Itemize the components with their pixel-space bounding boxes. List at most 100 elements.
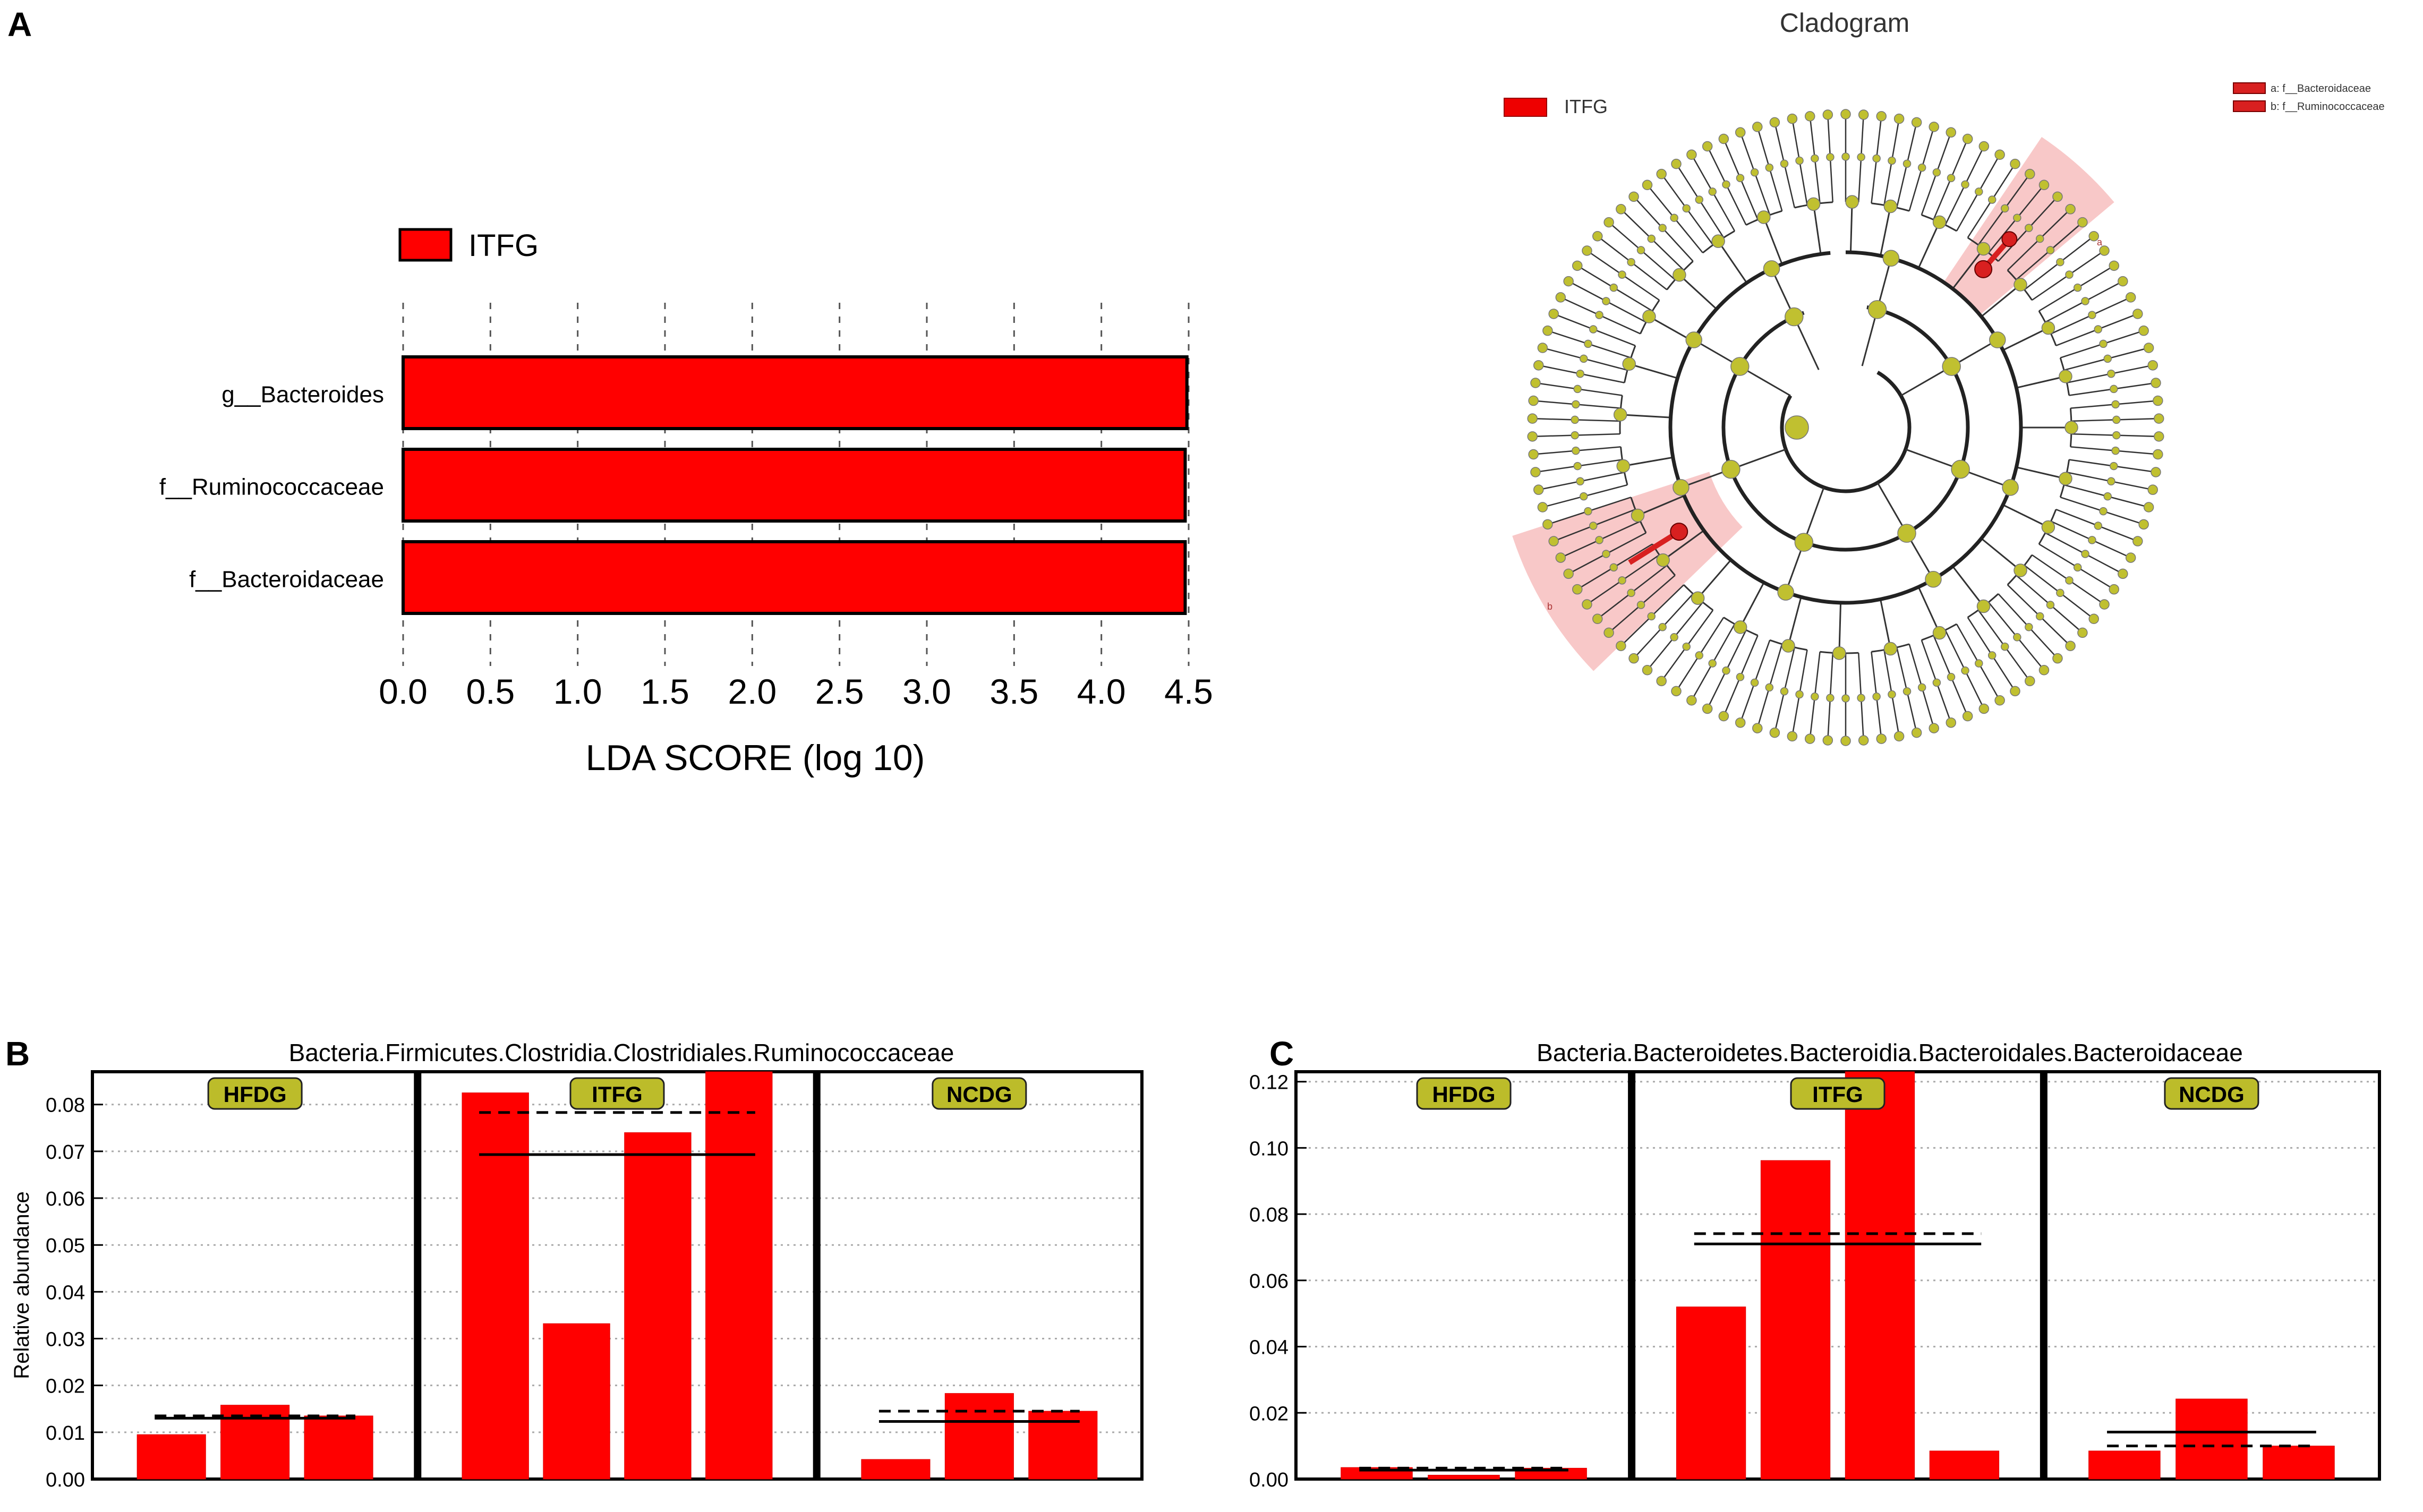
cladogram-node [1584,339,1592,348]
cladogram-node [2112,431,2121,440]
cladogram-node [1736,673,1745,681]
abundance-ytick-label: 0.00 [1249,1469,1289,1491]
cladogram-leaf-node [1642,664,1653,676]
lda-tick-label: 0.0 [379,672,428,711]
cladogram-node [2013,633,2021,642]
cladogram-node [1673,479,1690,496]
abundance-bar [1929,1450,2000,1480]
cladogram-leaf-node [2153,395,2163,406]
cladogram-leaf-node [2088,230,2099,242]
cladogram-node [1580,492,1588,501]
cladogram-node [1806,197,1821,211]
cladogram-node [1658,224,1667,233]
cladogram-node [1618,270,1626,279]
abundance-group-badge [569,1077,665,1110]
cladogram-leaf-node [2038,664,2050,676]
abundance-group-label: ITFG [592,1082,643,1107]
cladogram-node [1685,331,1702,348]
lda-tick-label: 2.5 [815,672,864,711]
cladogram-node [2046,246,2055,254]
abundance-ytick-label: 0.02 [46,1376,85,1398]
cladogram-leaf-node [2138,519,2149,530]
cladogram-node [2041,321,2055,335]
cladogram-node [2025,224,2033,233]
cladogram-node [1932,168,1941,177]
cladogram-branch [2016,466,2066,480]
cladogram-node [1888,690,1896,699]
cladogram-leaf-node [1542,325,1553,336]
lda-tick-label: 2.0 [728,672,777,711]
cladogram-branch [1952,248,1984,289]
abundance-bar [1760,1160,1831,1480]
cladogram-node [1642,310,1656,323]
cladogram-node [2056,588,2064,597]
cladogram-leaf-node [1548,536,1559,546]
cladogram-leaf-node [1616,204,1626,215]
cladogram-leaf-node [1718,133,1729,144]
cladogram-node [1695,195,1704,204]
cladogram-node [1682,204,1691,213]
cladogram-leaf-node [1537,502,1548,512]
cladogram-node [1722,666,1730,675]
cladogram-node [1572,400,1580,409]
cladogram-node [1947,673,1956,681]
cladogram-node [2059,369,2072,383]
cladogram-node [1975,187,1983,196]
lda-legend-swatch [398,228,453,262]
cladogram-leaf-node [2077,627,2088,638]
cladogram-key-a: a: f__Bacteroidaceae [2271,83,2371,95]
cladogram-branch [1649,315,1694,343]
cladogram-node [2002,479,2019,496]
cladogram-leaf-node [1929,723,1939,733]
cladogram-node [1795,156,1804,165]
cladogram-node [1636,246,1645,254]
abundance-bar [2175,1398,2248,1480]
cladogram-leaf-node [1656,168,1667,180]
cladogram-node [2041,520,2055,534]
cladogram-leaf-node [1572,584,1583,595]
cladogram-leaf-node [2010,686,2020,697]
cladogram-highlight-branch-b [1628,529,1680,565]
cladogram-branch [2002,504,2049,528]
cladogram-node [2056,258,2064,267]
cladogram-branch [1717,241,1747,284]
cladogram-leaf-node [1978,141,1990,152]
abundance-ytick-label: 0.10 [1249,1138,1289,1160]
cladogram-leaf-node [1628,653,1639,664]
cladogram-node [2107,369,2115,378]
cladogram-node [1925,571,1942,588]
cladogram-node [2065,270,2074,279]
cladogram-node [2035,234,2044,243]
cladogram-branch [1981,537,2021,571]
abundance-bar [2088,1450,2161,1480]
cladogram-node [1785,307,1804,327]
cladogram-leaf-node [1946,127,1957,138]
cladogram-leaf-node [2025,676,2035,687]
cladogram-node [2110,385,2118,394]
abundance-bar [705,1071,773,1480]
cladogram-leaf-node [2151,467,2161,477]
cladogram-node [1636,601,1645,609]
cladogram-leaf-node [2099,599,2110,610]
cladogram-node [2111,400,2120,409]
cladogram-leaf-node [1840,109,1851,119]
cladogram-node [1781,639,1795,653]
cladogram-node [2073,283,2082,292]
cladogram-node [1730,357,1750,376]
cladogram-branch [1917,586,1940,634]
lda-tick-label: 3.5 [989,672,1038,711]
cladogram-node [1888,156,1896,165]
cladogram-leaf-node [1642,180,1653,191]
cladogram-leaf-node [1563,276,1574,287]
cladogram-leaf-node [2132,309,2143,319]
abundance-group-badge [207,1077,303,1110]
cladogram-node [1584,507,1592,516]
abundance-ytick-label: 0.06 [46,1188,85,1210]
cladogram-node [1736,174,1745,182]
cladogram-node [1658,622,1667,631]
cladogram-node [2001,204,2009,213]
cladogram-leaf-node [1702,703,1713,714]
cladogram-leaf-node [2077,217,2088,228]
cladogram-branch [1739,582,1765,628]
cladogram-legend-label: ITFG [1564,96,1608,117]
